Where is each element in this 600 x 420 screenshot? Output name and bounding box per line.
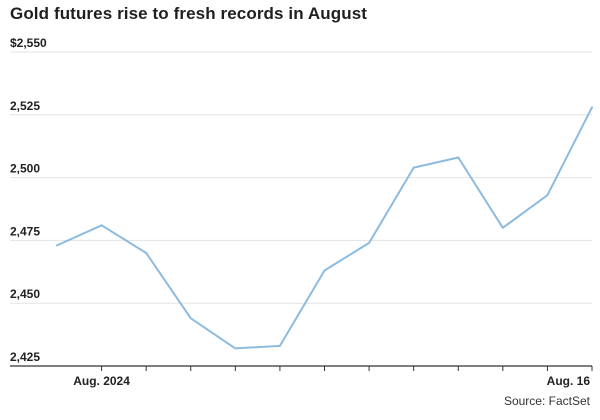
y-tick-label: 2,525 (10, 99, 40, 113)
chart-title: Gold futures rise to fresh records in Au… (10, 4, 368, 23)
y-tick-label: 2,425 (10, 350, 40, 364)
y-tick-label: 2,450 (10, 287, 40, 301)
source-note: Source: FactSet (503, 394, 590, 408)
y-tick-label: 2,475 (10, 224, 40, 238)
y-tick-label: 2,500 (10, 162, 40, 176)
series-line (56, 106, 593, 350)
x-tick-label: Aug. 16 (547, 374, 591, 388)
x-tick-label: Aug. 2024 (73, 374, 130, 388)
y-tick-label: $2,550 (10, 36, 47, 50)
